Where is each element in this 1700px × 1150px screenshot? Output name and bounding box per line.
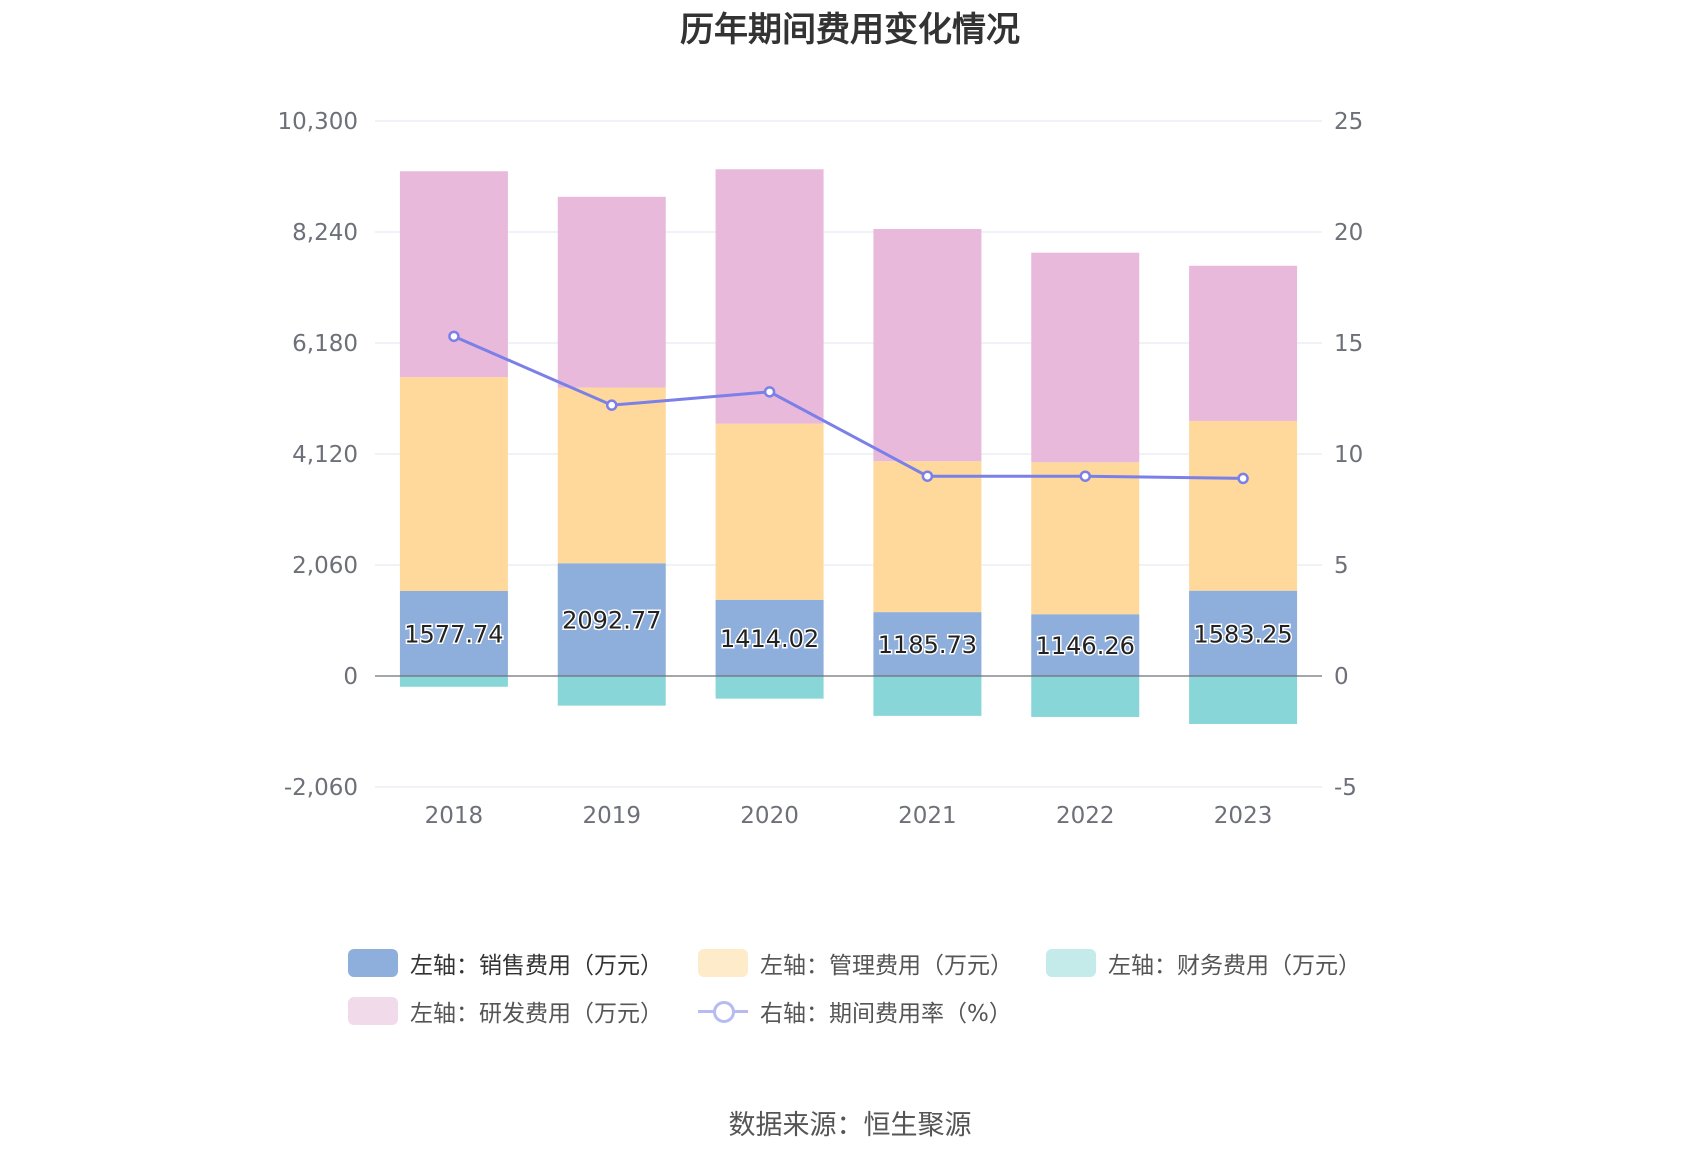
legend-swatch-finance <box>1046 949 1096 977</box>
bar-admin <box>873 461 982 613</box>
legend-label-finance: 左轴：财务费用（万元） <box>1108 953 1361 979</box>
right-axis-tick-label: 20 <box>1334 220 1363 246</box>
bar-finance <box>1189 676 1298 724</box>
legend-swatch-sales <box>348 949 398 977</box>
data-label-sales: 1577.74 <box>404 620 503 648</box>
bar-sales <box>557 563 666 676</box>
expense-rate-point <box>448 330 460 343</box>
data-label-sales: 2092.77 <box>562 607 661 635</box>
legend-label-expense-rate: 右轴：期间费用率（%） <box>760 1001 1012 1027</box>
legend-item-sales[interactable]: 左轴：销售费用（万元） <box>348 946 663 980</box>
right-axis-tick-label: -5 <box>1334 775 1357 801</box>
left-axis-tick-label: -2,060 <box>284 775 358 801</box>
x-axis-tick-label: 2020 <box>740 803 799 829</box>
expense-rate-point <box>763 386 776 398</box>
expense-rate-point <box>1079 470 1091 482</box>
x-axis-tick-label: 2019 <box>582 803 641 829</box>
data-label-sales: 1583.25 <box>1193 620 1292 648</box>
bar-sales <box>715 599 824 676</box>
left-axis-tick-label: 10,300 <box>278 109 358 135</box>
expense-rate-point <box>606 399 618 411</box>
expense-rate-line <box>453 334 1244 480</box>
legend-item-rd[interactable]: 左轴：研发费用（万元） <box>348 994 663 1028</box>
bar-finance <box>1031 676 1140 717</box>
bar-finance <box>557 676 666 706</box>
bar-finance <box>873 676 982 716</box>
bar-sales <box>1189 590 1298 676</box>
right-axis-tick-label: 15 <box>1334 331 1363 357</box>
bar-rd <box>1189 265 1298 421</box>
bar-sales <box>399 590 508 676</box>
x-axis-tick-label: 2022 <box>1056 803 1115 829</box>
legend-swatch-admin <box>698 949 748 977</box>
legend-label-admin: 左轴：管理费用（万元） <box>760 953 1013 979</box>
expense-rate-point <box>1237 472 1249 485</box>
legend-item-admin[interactable]: 左轴：管理费用（万元） <box>698 946 1013 980</box>
data-label-layer: 1577.74 2092.77 1414.02 1185.73 1146.26 1583.… <box>403 605 1294 662</box>
bar-rd <box>557 196 666 388</box>
bar-admin <box>399 377 508 591</box>
x-axis-tick-label: 2018 <box>425 803 484 829</box>
grid-lines <box>375 120 1322 788</box>
line-layer <box>448 330 1249 485</box>
right-axis-tick-label: 10 <box>1334 442 1363 468</box>
legend-item-finance[interactable]: 左轴：财务费用（万元） <box>1046 946 1361 980</box>
right-axis-tick-label: 0 <box>1334 664 1349 690</box>
bar-rd <box>1031 252 1140 463</box>
bar-rd <box>399 171 508 378</box>
right-axis-tick-label: 25 <box>1334 109 1363 135</box>
legend-item-expense-rate[interactable]: 右轴：期间费用率（%） <box>698 994 1012 1028</box>
axis-layer: 10,300 8,240 6,180 4,120 2,060 0 -2,060 25 20 15 1… <box>278 109 1364 829</box>
expense-rate-point <box>921 470 934 482</box>
x-axis-tick-label: 2023 <box>1214 803 1273 829</box>
chart-title: 历年期间费用变化情况 <box>680 10 1020 50</box>
bar-sales <box>873 612 982 676</box>
left-axis-tick-label: 2,060 <box>292 553 358 579</box>
x-axis-tick-label: 2021 <box>898 803 957 829</box>
legend-label-sales: 左轴：销售费用（万元） <box>410 953 663 979</box>
left-axis-tick-label: 6,180 <box>292 331 358 357</box>
bar-rd <box>873 228 982 462</box>
bar-finance <box>715 676 824 699</box>
bar-sales <box>1031 614 1140 676</box>
data-label-sales: 1185.73 <box>878 631 977 659</box>
data-source: 数据来源：恒生聚源 <box>728 1110 972 1141</box>
bar-layer <box>399 169 1298 724</box>
bar-rd <box>715 169 824 424</box>
bar-admin <box>1031 462 1140 615</box>
bar-finance <box>399 676 508 687</box>
bar-admin <box>557 387 666 564</box>
data-label-sales: 1414.02 <box>720 625 819 653</box>
data-label-sales: 1146.26 <box>1036 632 1135 660</box>
left-axis-tick-label: 8,240 <box>292 220 358 246</box>
legend-swatch-expense-rate <box>698 997 748 1025</box>
legend-label-rd: 左轴：研发费用（万元） <box>410 1001 663 1027</box>
bar-admin <box>1189 420 1298 591</box>
legend-swatch-rd <box>348 997 398 1025</box>
bar-admin <box>715 423 824 600</box>
right-axis-tick-label: 5 <box>1334 553 1349 579</box>
left-axis-tick-label: 0 <box>343 664 358 690</box>
left-axis-tick-label: 4,120 <box>292 442 358 468</box>
